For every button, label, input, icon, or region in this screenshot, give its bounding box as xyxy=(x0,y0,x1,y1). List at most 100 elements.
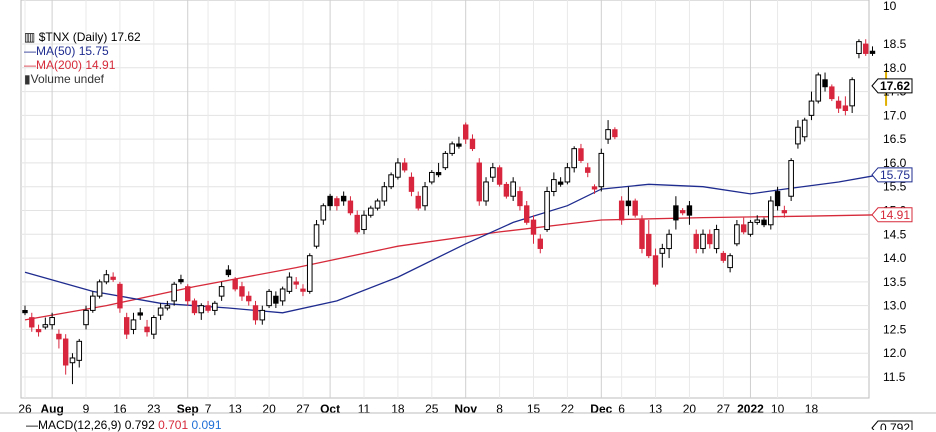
badge-text: 15.75 xyxy=(880,168,910,182)
candle xyxy=(537,234,543,254)
candle xyxy=(761,217,767,228)
candle xyxy=(49,312,55,330)
candle xyxy=(679,208,686,216)
candle-body xyxy=(496,167,503,185)
legend-symbol-label: $TNX (Daily) xyxy=(38,30,108,44)
ma200-line xyxy=(24,214,880,321)
candle xyxy=(76,338,83,368)
macd-legend: —MACD(12,26,9) 0.792 0.701 0.091 xyxy=(26,418,222,432)
candle xyxy=(137,308,143,320)
candle-body xyxy=(137,312,143,316)
candle xyxy=(713,224,720,254)
candle-body xyxy=(96,281,103,297)
line-icon: — xyxy=(24,58,36,72)
candle-body xyxy=(713,229,720,250)
candle xyxy=(435,162,442,178)
candle xyxy=(801,117,808,142)
y-axis: 11.512.012.513.013.514.014.515.015.516.0… xyxy=(883,0,907,384)
candle-body xyxy=(815,74,822,102)
x-tick-label: 18 xyxy=(391,402,405,416)
candle-body xyxy=(218,286,225,297)
x-tick-label: 2022 xyxy=(737,402,764,416)
candle xyxy=(571,146,577,173)
candle xyxy=(612,127,618,140)
candle xyxy=(557,177,564,187)
candle xyxy=(490,162,496,182)
candle xyxy=(225,265,232,278)
candle-body xyxy=(700,233,706,250)
legend-ma50-value: 15.75 xyxy=(78,44,109,58)
candle xyxy=(198,303,205,320)
candle-body xyxy=(35,329,42,333)
candle-body xyxy=(178,279,184,283)
candle-body xyxy=(340,195,347,202)
x-tick-label: 25 xyxy=(425,402,439,416)
value-badge: 17.62 xyxy=(871,78,913,94)
candle-body xyxy=(22,309,28,314)
candle-body xyxy=(56,333,62,340)
candle xyxy=(673,196,679,230)
candle-body xyxy=(144,326,150,333)
y-tick-label: 17.0 xyxy=(883,108,907,122)
y-tick-label: 10 xyxy=(883,0,897,13)
candle xyxy=(727,253,733,273)
candle xyxy=(496,165,503,187)
candle xyxy=(130,312,137,335)
candle xyxy=(524,200,530,225)
macd-label: MACD(12,26,9) xyxy=(38,418,122,432)
candle-body xyxy=(632,200,638,216)
legend-ma200-value: 14.91 xyxy=(85,58,116,72)
candle xyxy=(429,170,435,185)
candle-body xyxy=(625,200,632,207)
candle xyxy=(300,284,306,297)
candle-body xyxy=(774,191,781,207)
legend-ma50-label: MA(50) xyxy=(36,44,76,58)
candle xyxy=(334,196,340,211)
candle-body xyxy=(334,198,340,207)
candle-body xyxy=(673,205,679,221)
badge-outline xyxy=(871,207,913,223)
candle xyxy=(618,196,625,225)
macd-badge: 0.792 xyxy=(871,420,913,430)
candle-body xyxy=(347,200,354,214)
candle-body xyxy=(124,317,130,335)
candle-body xyxy=(517,191,523,207)
candle-body xyxy=(198,305,205,314)
candle-body xyxy=(171,283,177,302)
candle-body xyxy=(252,305,259,321)
candle-body xyxy=(408,176,415,192)
candle-body xyxy=(83,309,89,326)
candle xyxy=(42,317,49,330)
candle-body xyxy=(429,171,435,183)
candle xyxy=(395,158,401,180)
candle-body xyxy=(354,214,360,233)
candle xyxy=(252,300,259,325)
candle-body xyxy=(29,317,35,328)
last-value-badges: 17.62 15.75 14.91 xyxy=(871,78,913,223)
candle-body xyxy=(367,207,374,216)
candle-body xyxy=(110,276,116,280)
macd-badge-text: 0.792 xyxy=(880,421,910,430)
candle xyxy=(56,329,62,349)
candles xyxy=(22,39,888,385)
legend-volume: ▮Volume undef xyxy=(24,72,141,86)
candle xyxy=(191,298,198,316)
candle-body xyxy=(747,221,754,235)
y-tick-label: 11.5 xyxy=(883,370,906,384)
candle-body xyxy=(734,224,740,245)
legend-volume-label: Volume undef xyxy=(30,72,104,86)
candle-body xyxy=(510,181,516,197)
candle-body xyxy=(686,205,693,216)
candle-body xyxy=(49,317,55,326)
candle-body xyxy=(90,295,96,311)
candle xyxy=(239,281,245,301)
y-tick-label: 15.5 xyxy=(883,180,907,194)
candle-body xyxy=(666,233,672,250)
candle-body xyxy=(388,174,394,188)
candle-body xyxy=(524,205,530,223)
candle xyxy=(103,269,110,285)
x-tick-label: Nov xyxy=(454,402,477,416)
candle-body xyxy=(374,200,381,209)
y-tick-label: 13.5 xyxy=(883,275,907,289)
candle-body xyxy=(449,143,455,154)
